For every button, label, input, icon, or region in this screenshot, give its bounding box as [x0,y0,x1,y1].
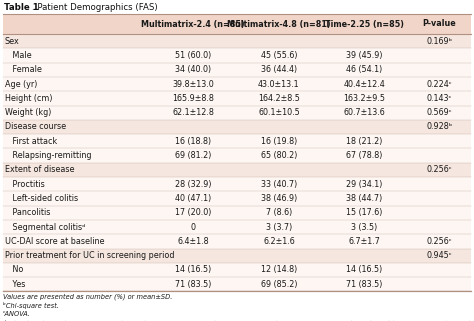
Text: 16 (19.8): 16 (19.8) [261,137,297,146]
Text: Left-sided colitis: Left-sided colitis [5,194,78,203]
Text: 40 (47.1): 40 (47.1) [175,194,211,203]
Text: Proctitis: Proctitis [5,180,45,189]
Text: Yes: Yes [5,280,26,289]
Text: 0.224ᶜ: 0.224ᶜ [427,80,452,89]
Text: 15 (17.6): 15 (17.6) [346,208,383,217]
Text: 6.4±1.8: 6.4±1.8 [177,237,209,246]
Text: 6.2±1.6: 6.2±1.6 [263,237,295,246]
Text: ᵈPatients with right-sided inflammation in the skip lesion or rectal sparing, an: ᵈPatients with right-sided inflammation … [3,320,474,321]
Text: 163.2±9.5: 163.2±9.5 [344,94,385,103]
Text: 65 (80.2): 65 (80.2) [261,151,297,160]
Text: 7 (8.6): 7 (8.6) [266,208,292,217]
Text: 69 (81.2): 69 (81.2) [175,151,211,160]
Text: 39.8±13.0: 39.8±13.0 [173,80,214,89]
Bar [3,163,471,177]
Text: 0.569ᶜ: 0.569ᶜ [427,108,452,117]
Text: First attack: First attack [5,137,57,146]
Text: Weight (kg): Weight (kg) [5,108,51,117]
Text: 14 (16.5): 14 (16.5) [346,265,383,274]
Text: 18 (21.2): 18 (21.2) [346,137,383,146]
Text: Sex: Sex [5,37,20,46]
Bar [3,77,471,91]
Text: 71 (83.5): 71 (83.5) [346,280,383,289]
Text: ᵇChi-square test.: ᵇChi-square test. [3,302,59,309]
Text: 62.1±12.8: 62.1±12.8 [173,108,214,117]
Bar [3,34,471,48]
Text: Values are presented as number (%) or mean±SD.: Values are presented as number (%) or me… [3,293,173,300]
Text: 71 (83.5): 71 (83.5) [175,280,211,289]
Text: 0.143ᶜ: 0.143ᶜ [427,94,452,103]
Text: Male: Male [5,51,32,60]
Text: 69 (85.2): 69 (85.2) [261,280,297,289]
Text: 12 (14.8): 12 (14.8) [261,265,297,274]
Text: 3 (3.7): 3 (3.7) [266,222,292,231]
Bar [3,177,471,191]
Text: 6.7±1.7: 6.7±1.7 [348,237,381,246]
Text: 38 (44.7): 38 (44.7) [346,194,383,203]
Text: 67 (78.8): 67 (78.8) [346,151,383,160]
Text: Segmental colitisᵈ: Segmental colitisᵈ [5,222,85,231]
Bar [3,91,471,106]
Text: 39 (45.9): 39 (45.9) [346,51,383,60]
Text: 28 (32.9): 28 (32.9) [175,180,211,189]
Text: Multimatrix-4.8 (n=81): Multimatrix-4.8 (n=81) [227,20,331,29]
Text: 0.945ᶜ: 0.945ᶜ [427,251,452,260]
Text: 0.256ᶜ: 0.256ᶜ [427,237,452,246]
Text: 3 (3.5): 3 (3.5) [351,222,378,231]
Text: Female: Female [5,65,42,74]
Text: 38 (46.9): 38 (46.9) [261,194,297,203]
Bar [3,234,471,248]
Text: 16 (18.8): 16 (18.8) [175,137,211,146]
Text: 60.7±13.6: 60.7±13.6 [344,108,385,117]
Text: Extent of disease: Extent of disease [5,165,74,174]
Bar [3,191,471,205]
Text: Age (yr): Age (yr) [5,80,37,89]
Bar [3,220,471,234]
Text: 34 (40.0): 34 (40.0) [175,65,211,74]
Text: Disease course: Disease course [5,122,66,132]
Text: . Patient Demographics (FAS): . Patient Demographics (FAS) [32,3,158,12]
Text: Prior treatment for UC in screening period: Prior treatment for UC in screening peri… [5,251,174,260]
Bar [3,120,471,134]
Text: 40.4±12.4: 40.4±12.4 [344,80,385,89]
Text: Multimatrix-2.4 (n=85): Multimatrix-2.4 (n=85) [141,20,245,29]
Bar [3,134,471,148]
Text: 164.2±8.5: 164.2±8.5 [258,94,300,103]
Text: 17 (20.0): 17 (20.0) [175,208,211,217]
Text: UC-DAI score at baseline: UC-DAI score at baseline [5,237,104,246]
Bar [3,63,471,77]
Text: No: No [5,265,23,274]
Text: Table 1: Table 1 [4,3,39,12]
Bar [3,248,471,263]
Bar [3,277,471,291]
Text: Height (cm): Height (cm) [5,94,53,103]
Text: 45 (55.6): 45 (55.6) [261,51,297,60]
Text: ᶜANOVA.: ᶜANOVA. [3,311,31,317]
Bar [3,14,471,34]
Text: 46 (54.1): 46 (54.1) [346,65,383,74]
Bar [3,148,471,163]
Text: 0.169ᵇ: 0.169ᵇ [426,37,452,46]
Text: 0: 0 [191,222,196,231]
Bar [3,106,471,120]
Bar [3,48,471,63]
Bar [3,263,471,277]
Text: 0.928ᵇ: 0.928ᵇ [426,122,452,132]
Text: 51 (60.0): 51 (60.0) [175,51,211,60]
Text: Pancolitis: Pancolitis [5,208,50,217]
Bar [3,205,471,220]
Text: Relapsing-remitting: Relapsing-remitting [5,151,91,160]
Text: P-value: P-value [422,20,456,29]
Text: 14 (16.5): 14 (16.5) [175,265,211,274]
Text: 33 (40.7): 33 (40.7) [261,180,297,189]
Text: 29 (34.1): 29 (34.1) [346,180,383,189]
Text: 0.256ᶜ: 0.256ᶜ [427,165,452,174]
Text: Time-2.25 (n=85): Time-2.25 (n=85) [325,20,404,29]
Text: 36 (44.4): 36 (44.4) [261,65,297,74]
Text: 43.0±13.1: 43.0±13.1 [258,80,300,89]
Text: 60.1±10.5: 60.1±10.5 [258,108,300,117]
Text: 165.9±8.8: 165.9±8.8 [173,94,214,103]
